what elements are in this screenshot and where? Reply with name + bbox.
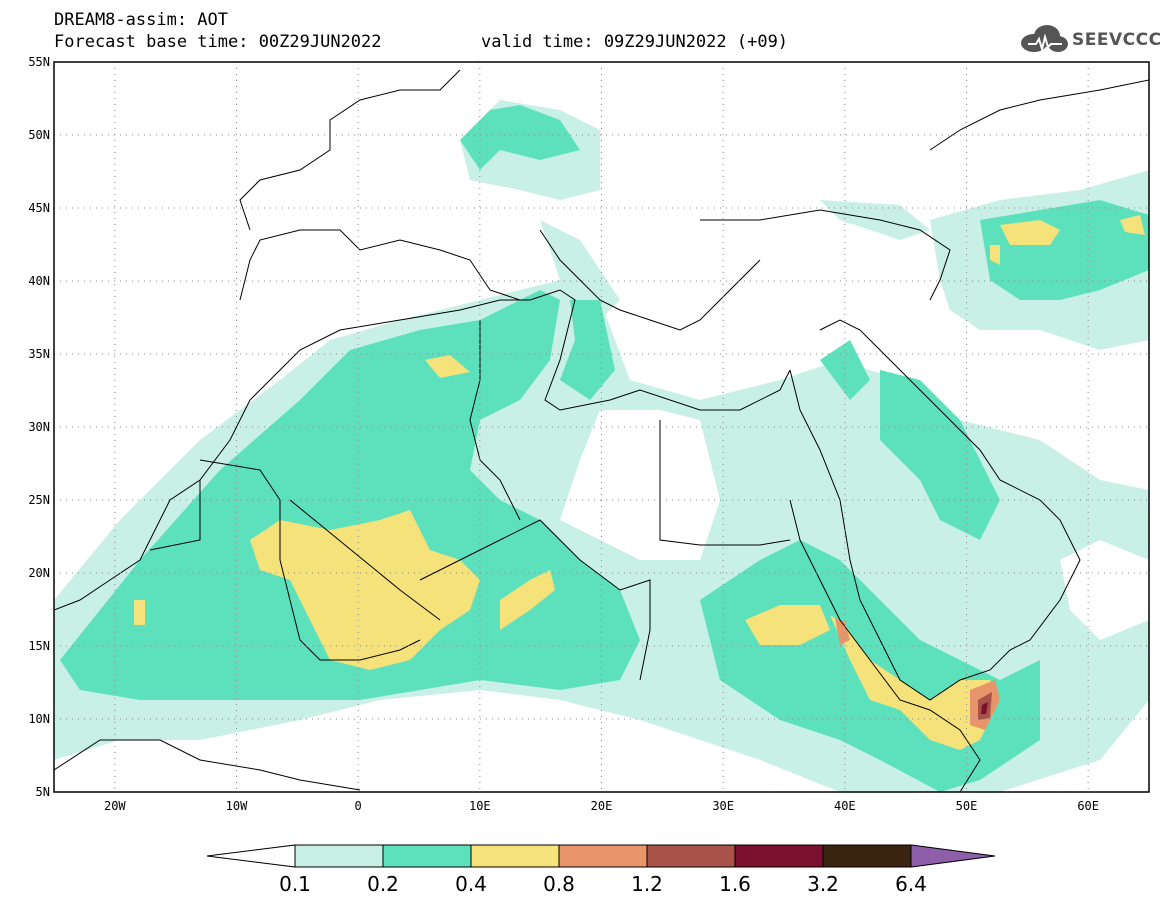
- map-title: DREAM8-assim: AOT: [54, 10, 228, 30]
- latitude-labels: 55N 50N 45N 40N 35N 30N 25N 20N 15N 10N 5N: [28, 55, 50, 799]
- colorbar-max-arrow: [910, 844, 996, 868]
- colorbar-min-arrow: [206, 844, 296, 868]
- lat-label-10N: 10N: [28, 712, 50, 726]
- coastlines: [54, 69, 1149, 792]
- colorbar-label: 6.4: [895, 872, 927, 896]
- lon-label-20W: 20W: [104, 799, 126, 813]
- seevccc-logo: SEEVCCC: [1018, 22, 1161, 58]
- colorbar-label: 0.2: [367, 872, 399, 896]
- graticule: [54, 62, 1149, 792]
- lat-label-5N: 5N: [36, 785, 50, 799]
- lon-label-30E: 30E: [712, 799, 734, 813]
- colorbar-label: 1.2: [631, 872, 663, 896]
- colorbar-label: 3.2: [807, 872, 839, 896]
- lon-label-60E: 60E: [1077, 799, 1099, 813]
- colorbar-box-4: [646, 844, 736, 868]
- lat-label-40N: 40N: [28, 274, 50, 288]
- colorbar-label: 0.1: [279, 872, 311, 896]
- valid-time: valid time: 09Z29JUN2022 (+09): [481, 32, 789, 52]
- lat-label-45N: 45N: [28, 201, 50, 215]
- lat-label-35N: 35N: [28, 347, 50, 361]
- lat-label-30N: 30N: [28, 420, 50, 434]
- forecast-base-time: Forecast base time: 00Z29JUN2022: [54, 32, 382, 52]
- colorbar-box-0: [294, 844, 384, 868]
- cloud-icon: [1021, 25, 1068, 53]
- lon-label-10E: 10E: [469, 799, 491, 813]
- lat-label-50N: 50N: [28, 128, 50, 142]
- logo-text: SEEVCCC: [1072, 30, 1162, 50]
- lon-label-20E: 20E: [591, 799, 613, 813]
- colorbar-label: 0.4: [455, 872, 487, 896]
- map-frame: [53, 61, 1150, 793]
- colorbar-box-2: [470, 844, 560, 868]
- lat-label-20N: 20N: [28, 566, 50, 580]
- colorbar: [206, 844, 996, 868]
- lon-label-0: 0: [355, 799, 362, 813]
- lon-label-40E: 40E: [834, 799, 856, 813]
- lat-label-55N: 55N: [28, 55, 50, 69]
- lon-label-50E: 50E: [956, 799, 978, 813]
- colorbar-box-1: [382, 844, 472, 868]
- colorbar-box-5: [734, 844, 824, 868]
- colorbar-label: 0.8: [543, 872, 575, 896]
- colorbar-box-6: [822, 844, 912, 868]
- lat-label-15N: 15N: [28, 639, 50, 653]
- colorbar-box-3: [558, 844, 648, 868]
- lon-label-10W: 10W: [226, 799, 248, 813]
- lat-label-25N: 25N: [28, 493, 50, 507]
- colorbar-label: 1.6: [719, 872, 751, 896]
- longitude-labels: 20W 10W 0 10E 20E 30E 40E 50E 60E: [104, 799, 1099, 813]
